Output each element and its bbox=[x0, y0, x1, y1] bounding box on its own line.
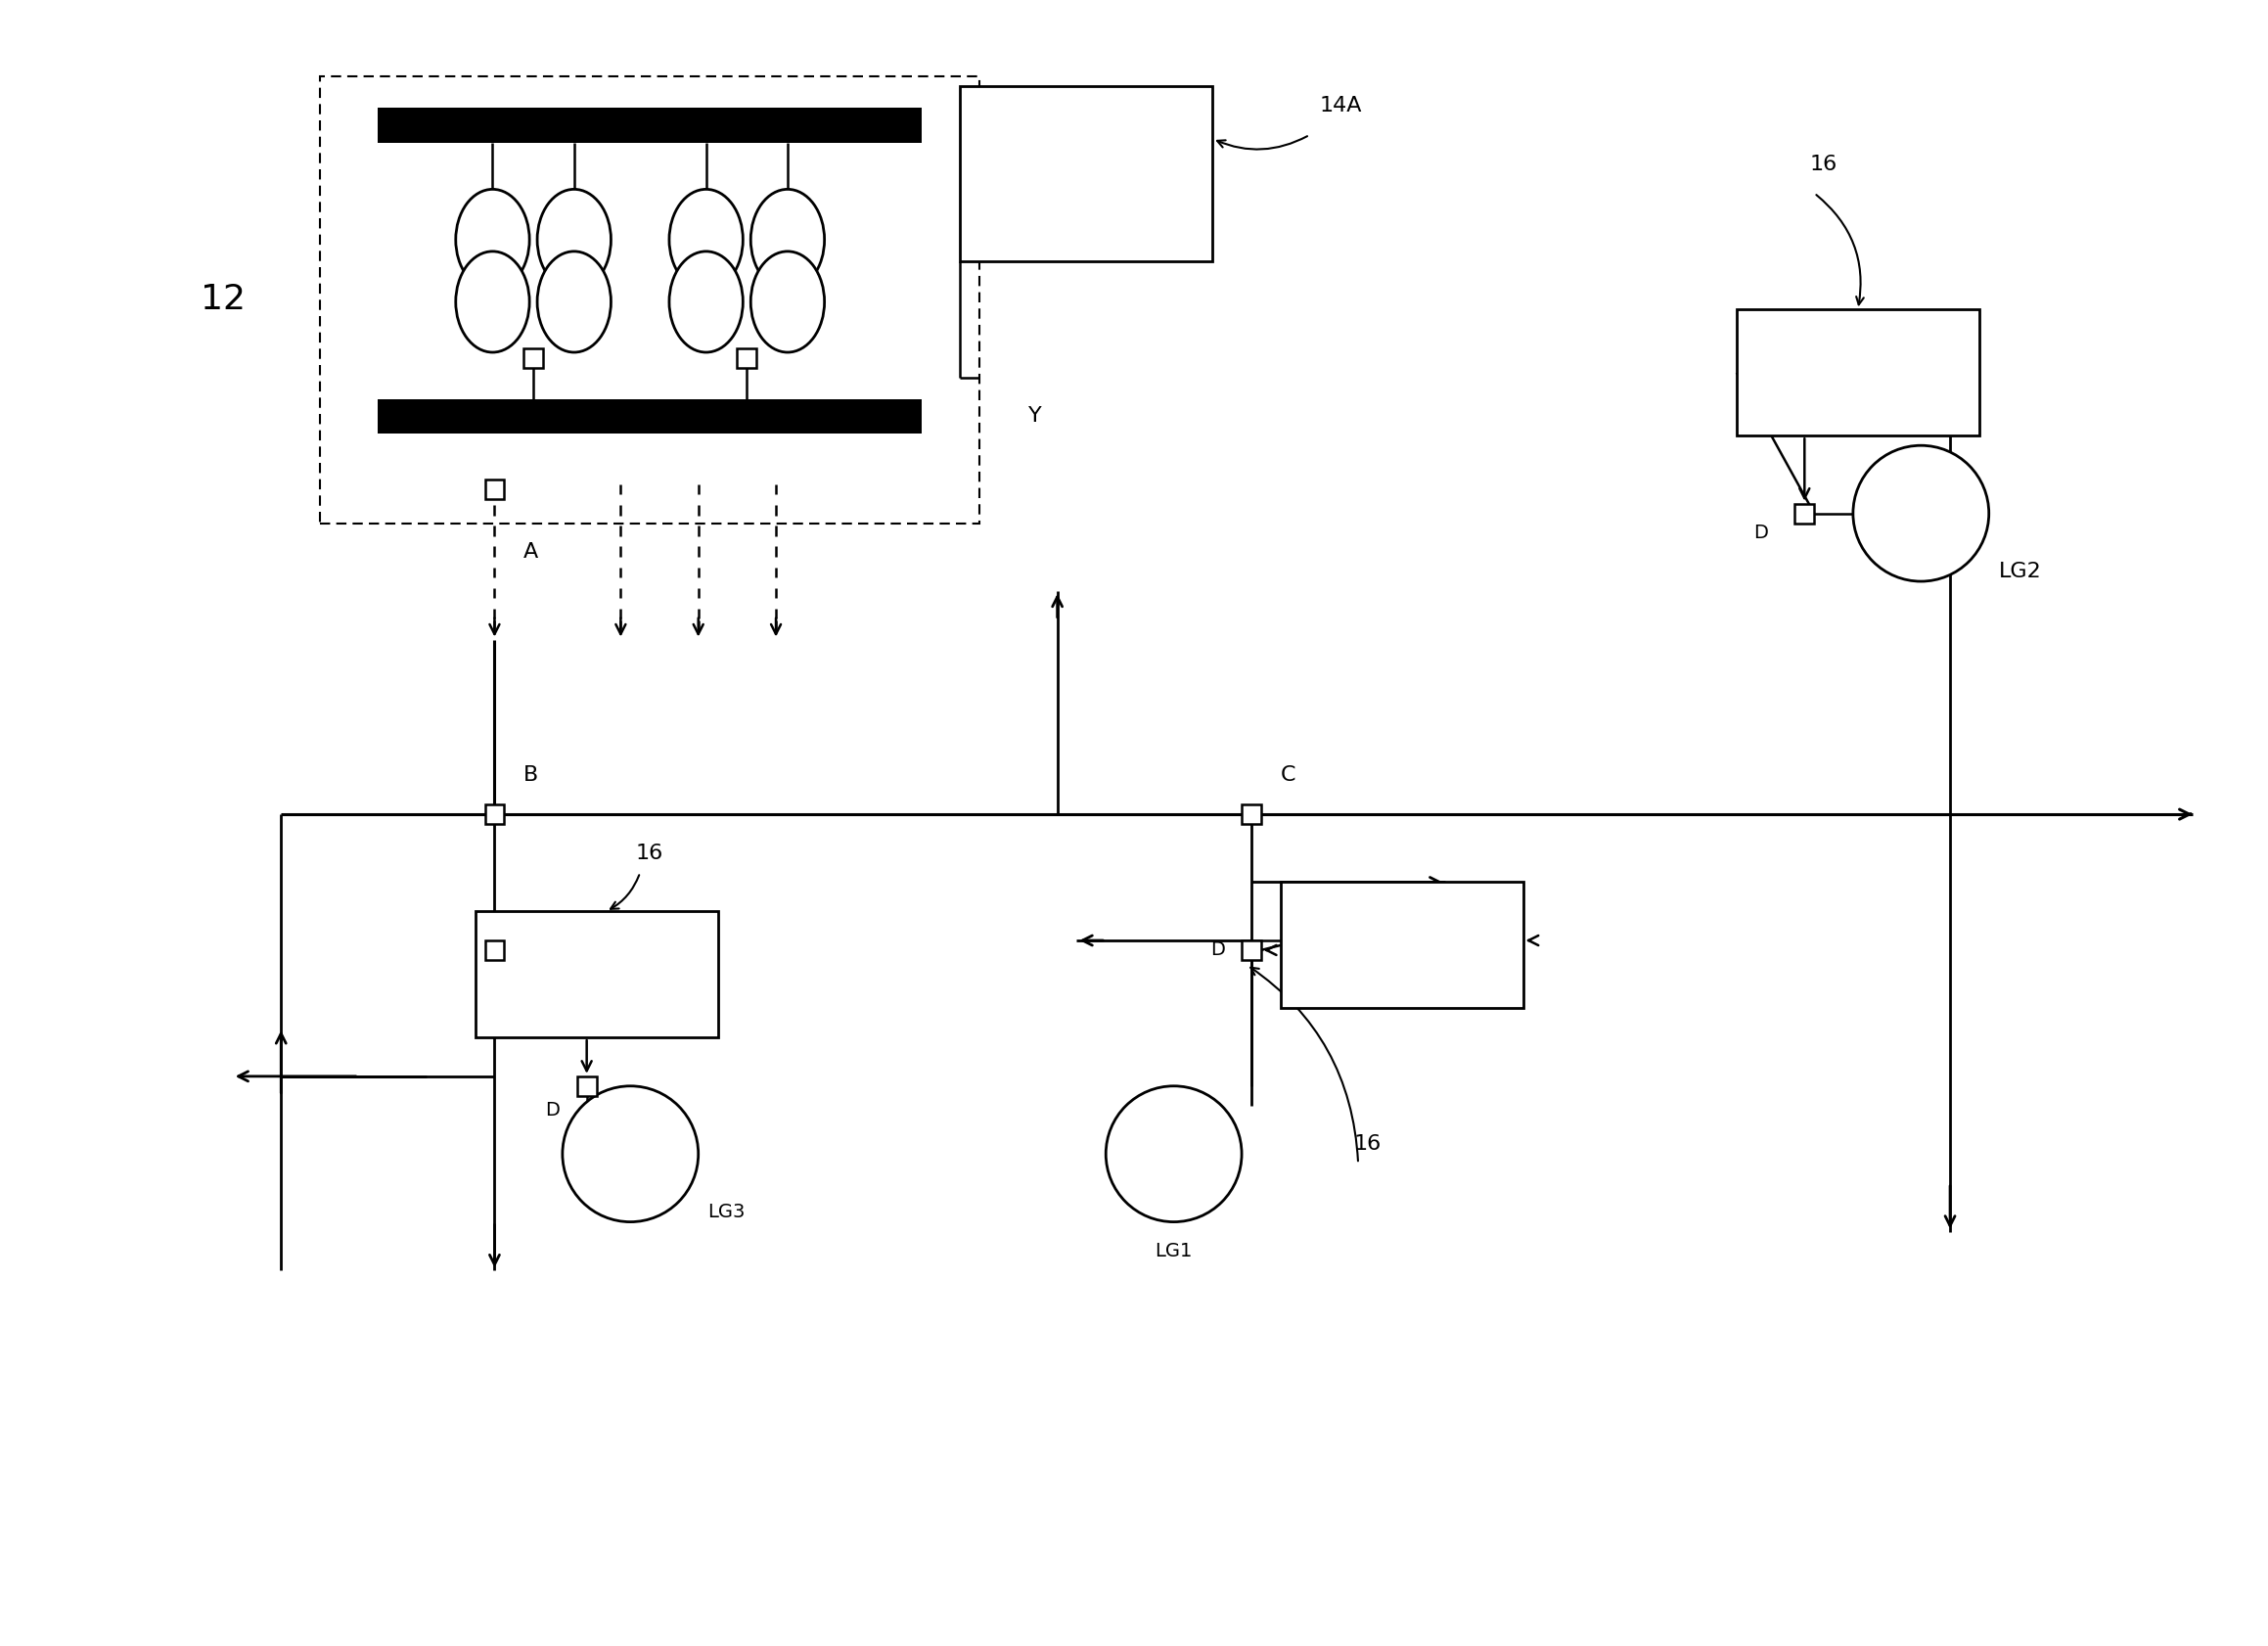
Text: D: D bbox=[547, 1101, 560, 1119]
Text: 16: 16 bbox=[1354, 1134, 1381, 1154]
Ellipse shape bbox=[751, 252, 826, 352]
FancyArrowPatch shape bbox=[1250, 968, 1359, 1160]
Bar bbox=[485, 940, 503, 960]
Text: A: A bbox=[524, 543, 538, 561]
Text: Voltage signal
detector: Voltage signal detector bbox=[1354, 930, 1449, 960]
Bar bbox=[1794, 504, 1814, 523]
Ellipse shape bbox=[456, 252, 528, 352]
Bar bbox=[1241, 805, 1261, 825]
Text: B: B bbox=[524, 765, 538, 785]
Ellipse shape bbox=[751, 189, 826, 290]
Text: D: D bbox=[1211, 942, 1225, 960]
Ellipse shape bbox=[538, 189, 610, 290]
Bar bbox=[320, 77, 980, 523]
Bar bbox=[474, 912, 717, 1037]
Ellipse shape bbox=[538, 252, 610, 352]
Ellipse shape bbox=[669, 189, 744, 290]
Text: Y: Y bbox=[1027, 407, 1041, 426]
Text: Voltage signal
detector: Voltage signal detector bbox=[549, 960, 644, 989]
Text: LG1: LG1 bbox=[1154, 1241, 1193, 1261]
FancyArrowPatch shape bbox=[610, 876, 640, 909]
Text: Signal
generator: Signal generator bbox=[1043, 155, 1129, 193]
Ellipse shape bbox=[669, 252, 744, 352]
Bar bbox=[737, 349, 758, 367]
Bar bbox=[485, 805, 503, 825]
Text: 16: 16 bbox=[635, 843, 665, 863]
FancyArrowPatch shape bbox=[1817, 194, 1864, 305]
Bar bbox=[485, 479, 503, 499]
Bar bbox=[379, 107, 921, 143]
Text: 14A: 14A bbox=[1320, 95, 1361, 115]
Bar bbox=[1281, 882, 1524, 1009]
Circle shape bbox=[562, 1086, 699, 1221]
Text: Voltage signal
detector: Voltage signal detector bbox=[1810, 357, 1905, 387]
Text: D: D bbox=[1753, 523, 1769, 542]
Circle shape bbox=[1853, 446, 1989, 581]
Circle shape bbox=[1107, 1086, 1241, 1221]
Text: 12: 12 bbox=[200, 283, 245, 316]
Text: LG3: LG3 bbox=[708, 1203, 746, 1221]
Bar bbox=[379, 398, 921, 435]
Ellipse shape bbox=[456, 189, 528, 290]
Text: C: C bbox=[1281, 765, 1295, 785]
Bar bbox=[1737, 309, 1980, 436]
Text: LG2: LG2 bbox=[1998, 561, 2041, 581]
Bar bbox=[1241, 940, 1261, 960]
Bar bbox=[524, 349, 542, 367]
Bar bbox=[959, 86, 1213, 262]
Text: 16: 16 bbox=[1810, 155, 1837, 174]
FancyArrowPatch shape bbox=[1218, 137, 1306, 150]
Bar bbox=[576, 1076, 596, 1096]
